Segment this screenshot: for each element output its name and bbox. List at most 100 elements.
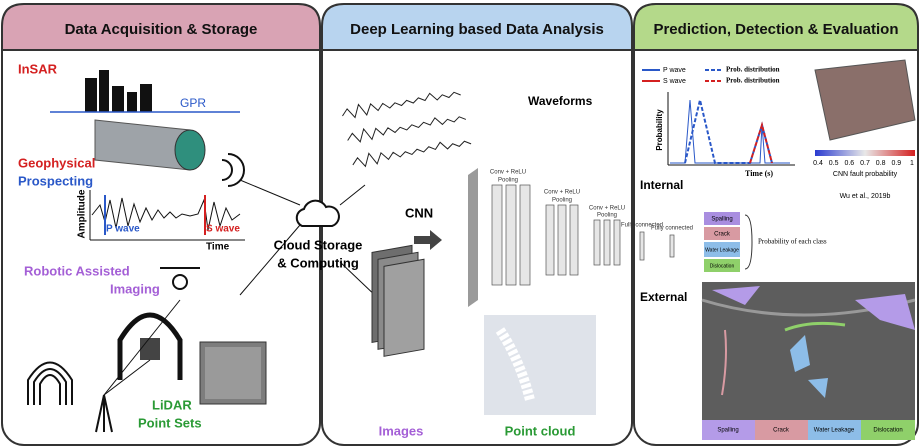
image xyxy=(383,258,425,357)
link xyxy=(103,359,151,396)
class-box xyxy=(704,242,740,257)
feature-map xyxy=(603,219,611,266)
robot xyxy=(140,338,160,360)
colorbar xyxy=(815,150,915,156)
label-geophysical: Geophysical xyxy=(18,155,95,170)
panel-header xyxy=(633,3,919,51)
feature-map xyxy=(569,204,579,276)
layer-label: Conv + ReLU xyxy=(490,170,526,176)
arch xyxy=(33,368,67,405)
legend-label: Spalling xyxy=(717,428,738,434)
p-distribution xyxy=(684,99,773,164)
feature-map xyxy=(545,204,555,276)
class-box xyxy=(704,227,740,240)
label-point-cloud: Point cloud xyxy=(505,423,576,438)
panel-header xyxy=(1,3,321,51)
colorbar-tick: 0.6 xyxy=(844,160,854,167)
class-box xyxy=(704,212,740,225)
acquisition-content: InSAR GPR Geophysical Prospecting Amplit… xyxy=(18,61,267,433)
building xyxy=(112,86,124,112)
class-box xyxy=(704,259,740,272)
label-p-wave: P wave xyxy=(106,224,140,235)
prediction-content: P wave S wave Prob. distribution Prob. d… xyxy=(640,59,916,440)
cnn-blocks xyxy=(491,184,675,286)
axis-label: Time xyxy=(206,242,230,253)
label-gpr: GPR xyxy=(180,96,206,110)
layer-label: Conv + ReLU xyxy=(589,206,625,212)
cloud-node: Cloud Storage & Computing xyxy=(239,179,381,301)
input-slice xyxy=(468,168,478,307)
feature-map xyxy=(491,184,503,286)
building xyxy=(85,78,97,112)
label-internal: Internal xyxy=(640,178,683,192)
spalling-area xyxy=(855,294,915,330)
legend-label: Prob. distribution xyxy=(726,66,780,74)
label-imaging: Imaging xyxy=(110,281,160,296)
panel-title: Data Acquisition & Storage xyxy=(65,21,258,38)
class-label: Crack xyxy=(714,232,731,238)
external-legend: Spalling Crack Water Leakage Dislocation xyxy=(702,420,915,440)
cloud-label: & Computing xyxy=(277,255,359,270)
arrow xyxy=(239,224,301,296)
image-stack xyxy=(371,244,425,357)
class-label: Dislocation xyxy=(710,263,735,269)
cloud-icon xyxy=(295,199,340,227)
tripod xyxy=(95,394,113,433)
arrow xyxy=(339,184,366,206)
brace xyxy=(744,214,753,270)
label-images: Images xyxy=(379,423,424,438)
legend-label: Water Leakage xyxy=(814,428,855,434)
fc-layer xyxy=(669,234,675,258)
legend-label: Prob. distribution xyxy=(726,77,780,85)
legend-label: S wave xyxy=(663,78,686,85)
legend-label: Dislocation xyxy=(873,428,902,434)
signal-icon xyxy=(221,153,245,187)
feature-map xyxy=(593,219,601,266)
arch xyxy=(39,374,61,405)
cloud-label: Cloud Storage xyxy=(274,237,363,252)
label-external: External xyxy=(640,290,687,304)
colorbar-tick: 0.8 xyxy=(876,160,886,167)
legend-box xyxy=(808,420,861,440)
class-label: Spalling xyxy=(711,217,732,223)
leakage-area xyxy=(808,378,828,398)
colorbar-tick: 0.5 xyxy=(829,160,839,167)
analysis-content: Waveforms CNN Conv + ReLU Pooling Conv +… xyxy=(342,91,827,438)
label-robotic: Robotic Assisted xyxy=(24,263,130,278)
legend-label: Crack xyxy=(773,428,790,434)
arrow xyxy=(414,230,442,250)
citation: Wu et al., 2019b xyxy=(840,193,891,200)
fault-map xyxy=(814,59,916,141)
legend-label: P wave xyxy=(663,67,686,74)
legend-box xyxy=(755,420,808,440)
leakage-area xyxy=(790,335,810,372)
label-s-wave: S wave xyxy=(206,224,240,235)
panel-acquisition: Data Acquisition & Storage xyxy=(1,3,321,446)
feature-map xyxy=(557,204,567,276)
waveforms xyxy=(342,91,472,168)
s-distribution xyxy=(749,121,773,164)
colorbar-title: CNN fault probability xyxy=(833,171,898,178)
colorbar-tick: 1 xyxy=(910,160,914,167)
tunnel-arch xyxy=(117,312,183,380)
drone-icon xyxy=(160,267,200,290)
label-cnn: CNN xyxy=(405,205,433,220)
image-thumb xyxy=(205,347,261,399)
colorbar-tick: 0.4 xyxy=(813,160,823,167)
panel-frame xyxy=(1,21,321,446)
dislocation-line xyxy=(784,321,846,332)
cutter-head xyxy=(174,129,206,171)
point-cloud xyxy=(495,327,535,402)
panel-header xyxy=(321,3,633,51)
city-icon xyxy=(85,70,152,112)
colorbar-tick: 0.9 xyxy=(891,160,901,167)
class-boxes: Spalling Crack Water Leakage Dislocation xyxy=(704,212,740,272)
arch xyxy=(27,361,73,405)
layer-label: Fully connected xyxy=(621,223,663,229)
axis-label: Amplitude xyxy=(77,189,88,238)
link xyxy=(103,299,181,396)
label-probability: Probability of each class xyxy=(758,238,827,246)
